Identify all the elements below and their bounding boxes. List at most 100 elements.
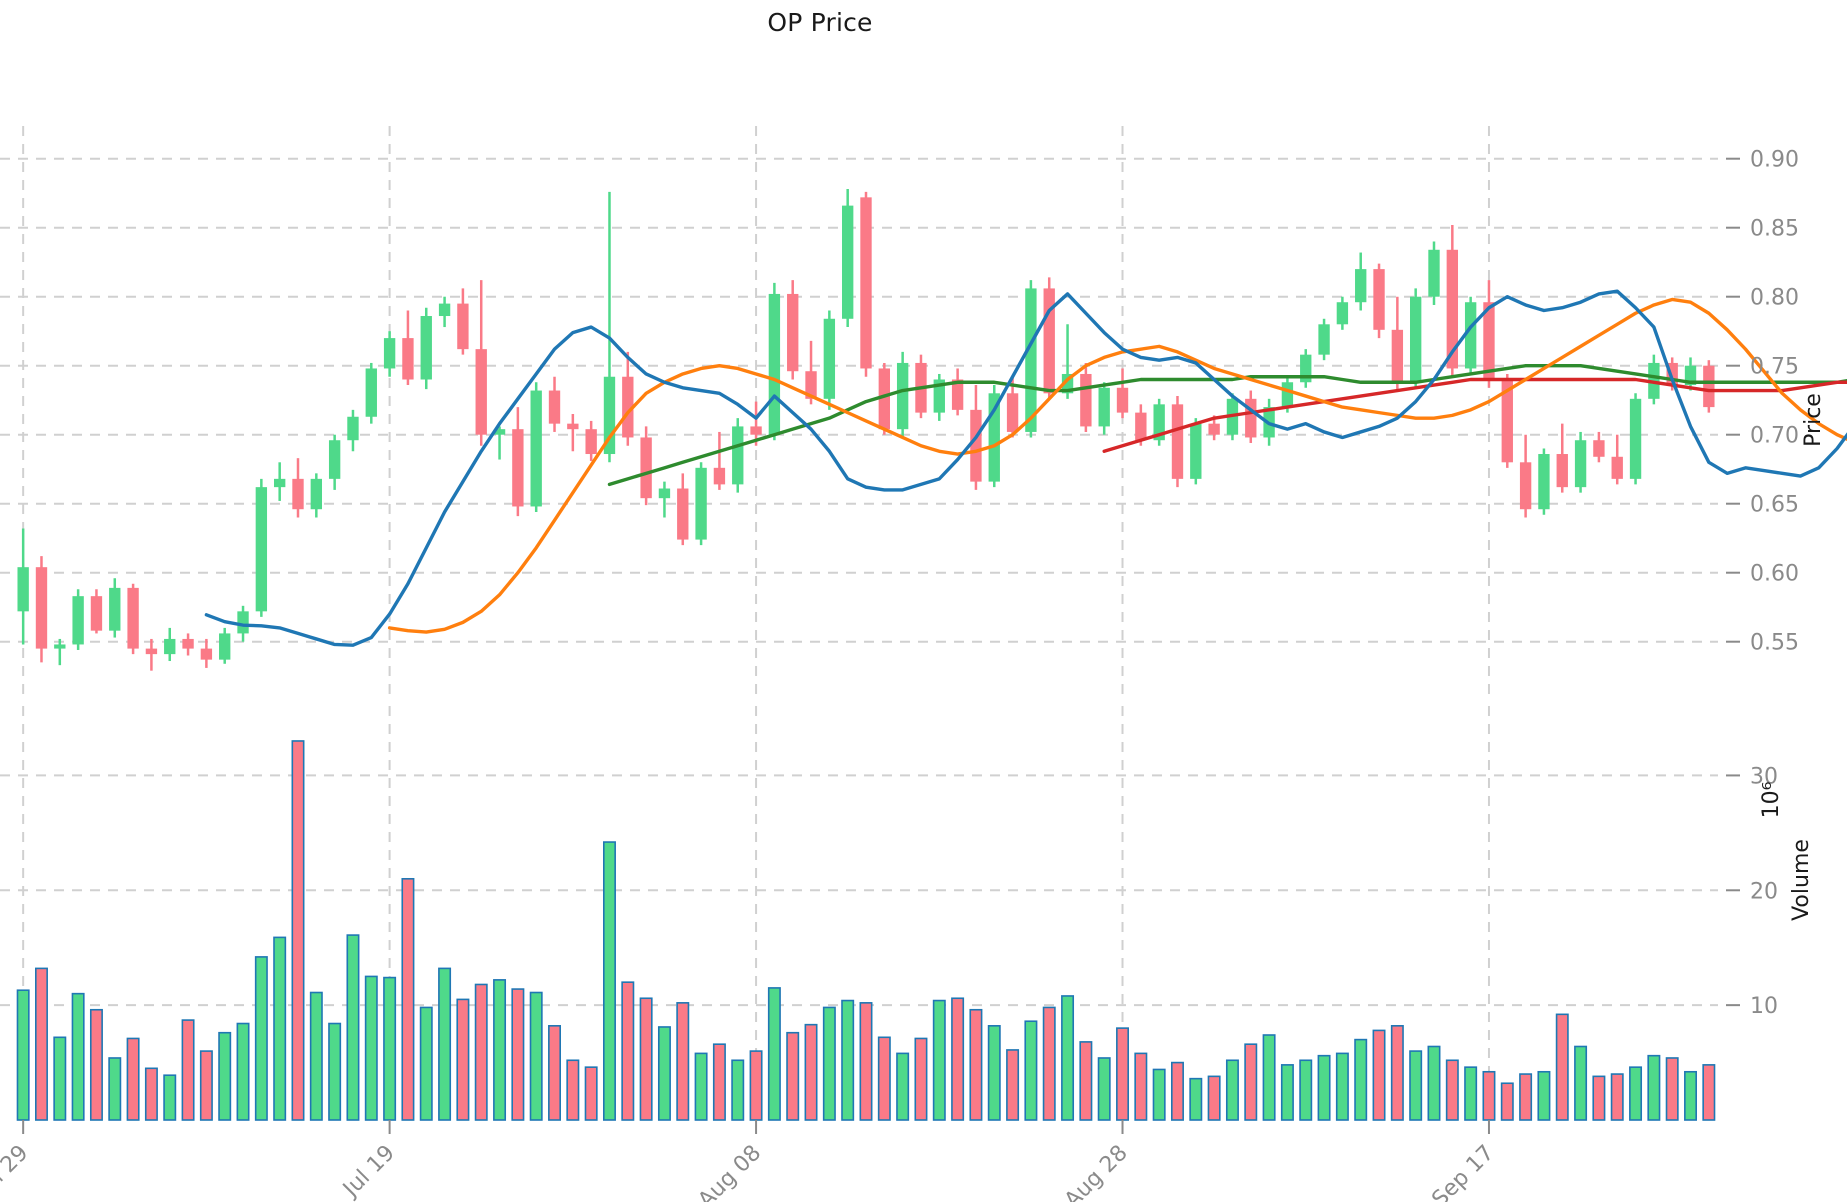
volume-bar: [1445, 1059, 1459, 1121]
price-tick-label: 0.75: [1750, 355, 1799, 380]
volume-bar: [1134, 1052, 1148, 1121]
candlestick: [713, 431, 726, 490]
volume-bar: [1592, 1075, 1606, 1121]
volume-bar: [822, 1006, 836, 1121]
volume-bar: [1024, 1020, 1038, 1121]
volume-bar: [1061, 995, 1075, 1121]
x-tick-label: Jun 29: [0, 1141, 33, 1202]
volume-bar: [493, 979, 507, 1121]
candlestick: [677, 473, 689, 546]
volume-bar: [1555, 1013, 1569, 1121]
candlestick: [219, 627, 231, 664]
volume-bar: [181, 1019, 195, 1121]
volume-bar: [896, 1052, 910, 1121]
volume-bar: [1482, 1070, 1496, 1121]
volume-bar: [1317, 1054, 1331, 1121]
volume-bar: [53, 1036, 67, 1121]
volume-bar: [383, 976, 397, 1121]
candlestick: [1648, 354, 1660, 405]
volume-bar: [621, 981, 635, 1121]
volume-bar: [1629, 1066, 1643, 1121]
candlestick: [658, 481, 671, 518]
price-axis-label: Price: [1801, 393, 1826, 447]
x-axis-ticks: Jun 29 Jul 19 Aug 08 Aug 28 Sep 17: [0, 1120, 1499, 1202]
volume-tick-label: 20: [1750, 879, 1778, 904]
candlestick: [475, 280, 487, 446]
volume-bar: [438, 967, 452, 1121]
volume-bar: [71, 992, 85, 1121]
volume-bar: [1702, 1064, 1716, 1121]
candlestick: [1391, 296, 1404, 391]
candlestick: [1153, 398, 1165, 446]
volume-bar: [1519, 1073, 1533, 1121]
volume-bar: [309, 991, 323, 1121]
candlestick: [72, 589, 84, 650]
candlestick: [1538, 448, 1550, 515]
ma-line-red: [1102, 377, 1847, 453]
candlestick: [365, 362, 377, 424]
candlestick: [1684, 357, 1697, 391]
volume-bar: [1537, 1070, 1551, 1121]
candlestick: [1355, 252, 1367, 311]
candlestick: [988, 385, 1000, 488]
volume-tick-label: 10: [1750, 994, 1778, 1019]
volume-bar: [694, 1052, 708, 1121]
volume-bar: [218, 1031, 232, 1121]
candlestick: [1336, 296, 1349, 330]
volume-bar: [1647, 1054, 1661, 1121]
volume-bar: [1574, 1045, 1588, 1121]
candlestick: [512, 407, 524, 517]
volume-bar: [89, 1008, 103, 1121]
ma-line-blue: [204, 289, 1847, 647]
candlestick: [182, 633, 194, 656]
price-tick-label: 0.80: [1750, 286, 1799, 311]
volume-bar: [1244, 1043, 1258, 1121]
volume-bar: [291, 740, 305, 1121]
volume-axis-label: Volume: [1789, 839, 1814, 921]
candlestick: [200, 638, 213, 668]
volume-bar: [1409, 1050, 1423, 1121]
volume-bar: [676, 1002, 690, 1121]
volume-bar: [1390, 1025, 1404, 1121]
candlestick: [310, 473, 323, 518]
candlestick: [1318, 318, 1330, 361]
x-tick-label: Sep 17: [1427, 1141, 1499, 1202]
candlestick: [292, 458, 304, 518]
volume-bar: [108, 1057, 122, 1121]
volume-bar: [1152, 1068, 1166, 1121]
volume-bar: [804, 1023, 818, 1121]
candlestick: [787, 280, 799, 380]
volume-bar: [767, 987, 781, 1121]
volume-bar: [877, 1036, 891, 1121]
candlestick: [164, 627, 176, 662]
candlestick: [933, 373, 945, 421]
candlestick: [438, 296, 451, 328]
candlestick: [145, 638, 158, 671]
volume-bar: [712, 1043, 726, 1121]
candlestick: [1080, 362, 1092, 432]
candlestick: [622, 351, 634, 446]
candlestick: [1519, 434, 1532, 518]
candlestick: [640, 426, 652, 506]
candlestick: [548, 376, 561, 432]
candlestick: [1593, 431, 1605, 463]
candlestick: [1428, 241, 1440, 305]
volume-bar: [859, 1002, 873, 1121]
x-tick-label: Jul 19: [337, 1141, 400, 1202]
volume-bar: [1684, 1070, 1697, 1121]
candlestick: [603, 191, 616, 463]
candlestick: [695, 462, 707, 546]
candlestick: [823, 310, 836, 410]
candlestick: [1373, 263, 1385, 339]
volume-bar: [35, 967, 48, 1121]
volume-bar: [987, 1025, 1001, 1121]
volume-bar: [1372, 1029, 1386, 1121]
candlestick: [1245, 390, 1257, 443]
candlestick: [1409, 288, 1422, 388]
candlestick: [54, 638, 66, 666]
volume-bar: [1464, 1066, 1478, 1121]
candlestick: [402, 310, 414, 386]
volume-bar: [969, 1008, 983, 1121]
